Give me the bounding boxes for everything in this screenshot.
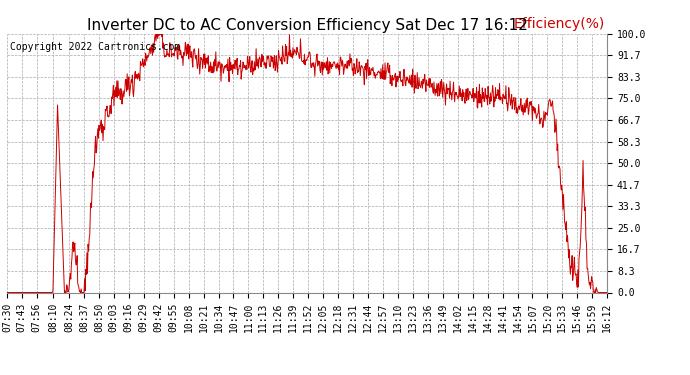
- Title: Inverter DC to AC Conversion Efficiency Sat Dec 17 16:12: Inverter DC to AC Conversion Efficiency …: [87, 18, 527, 33]
- Text: Copyright 2022 Cartronics.com: Copyright 2022 Cartronics.com: [10, 42, 180, 51]
- Text: Efficiency(%): Efficiency(%): [513, 17, 604, 31]
